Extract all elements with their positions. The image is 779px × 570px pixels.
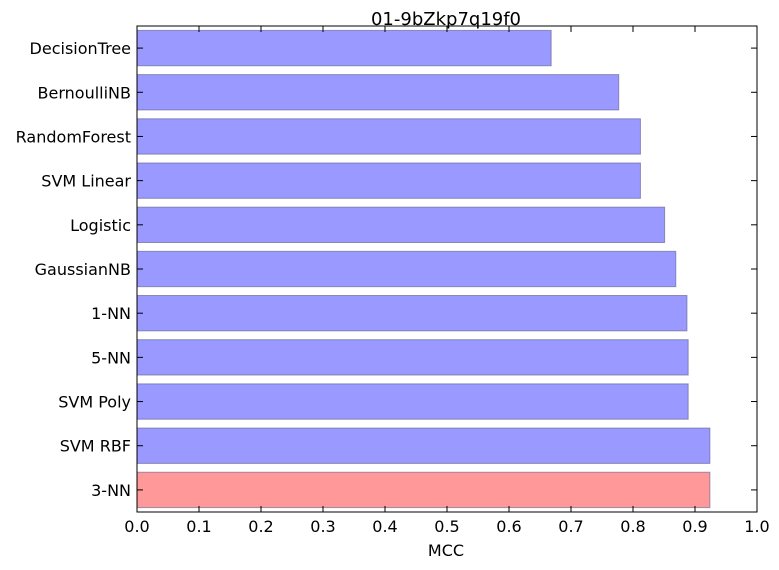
bar-svm-rbf	[136, 427, 711, 464]
y-tick-label: 3-NN	[91, 481, 131, 500]
bar-gaussiannb	[136, 250, 677, 288]
x-tick-label: 0.6	[496, 517, 521, 536]
bar-svm-poly	[136, 383, 689, 420]
bar-bernoullinb	[136, 74, 620, 111]
bar-logistic	[136, 206, 666, 243]
y-tick-label: SVM Linear	[41, 172, 131, 191]
y-tick-label: GaussianNB	[35, 260, 131, 279]
bars-group	[136, 29, 711, 509]
plot-frame	[136, 25, 758, 513]
x-tick-label: 0.1	[186, 517, 211, 536]
x-tick-label: 0.8	[620, 517, 645, 536]
bar-5-nn	[136, 339, 689, 376]
x-axis-ticks: 0.0 0.1 0.2 0.3 0.4 0.5 0.6 0.7 0.8 0.9 1.0	[124, 26, 770, 536]
y-tick-label: 1-NN	[91, 304, 131, 323]
bar-decisiontree	[136, 29, 552, 67]
y-tick-label: 5-NN	[91, 348, 131, 367]
x-axis-label: MCC	[428, 541, 464, 560]
x-tick-label: 0.3	[310, 517, 335, 536]
bar-randomforest	[136, 118, 641, 155]
x-tick-label: 1.0	[744, 517, 769, 536]
y-tick-label: SVM RBF	[60, 437, 131, 456]
x-tick-label: 0.7	[558, 517, 583, 536]
x-tick-label: 0.2	[248, 517, 273, 536]
x-tick-label: 0.5	[434, 517, 459, 536]
bar-3-nn	[136, 471, 711, 509]
chart-title: 01-9bZkp7q19f0	[371, 9, 521, 30]
y-tick-label: DecisionTree	[30, 39, 131, 58]
x-tick-label: 0.0	[124, 517, 149, 536]
y-axis-ticks: DecisionTree BernoulliNB RandomForest SVM L…	[16, 39, 757, 500]
y-tick-label: Logistic	[70, 216, 131, 235]
bar-1-nn	[136, 295, 688, 332]
y-tick-label: SVM Poly	[58, 393, 131, 412]
y-tick-label: RandomForest	[16, 127, 131, 146]
x-tick-label: 0.9	[682, 517, 707, 536]
bar-svm-linear	[136, 162, 641, 199]
x-tick-label: 0.4	[372, 517, 397, 536]
y-tick-label: BernoulliNB	[38, 83, 131, 102]
